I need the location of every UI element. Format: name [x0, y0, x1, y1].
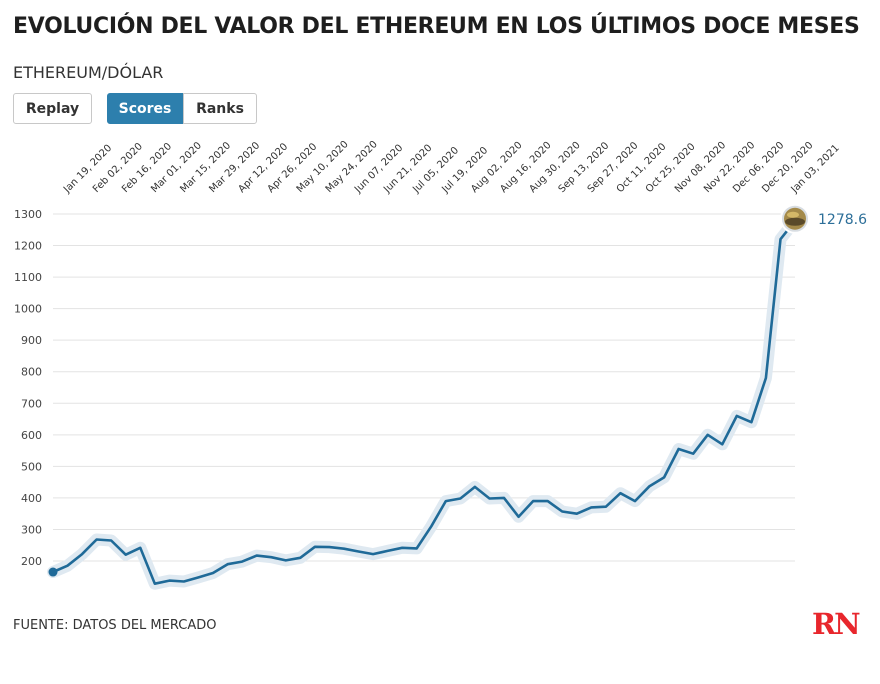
x-tick-label: May 24, 2020: [324, 139, 380, 195]
y-tick-label: 500: [21, 460, 42, 473]
x-tick-label: Sep 27, 2020: [586, 140, 641, 195]
y-tick-label: 400: [21, 492, 42, 505]
svg-text:RN: RN: [812, 608, 860, 638]
x-tick-label: Nov 22, 2020: [702, 140, 757, 195]
x-tick-label: Sep 13, 2020: [557, 140, 612, 195]
y-tick-label: 300: [21, 523, 42, 536]
x-tick-label: Mar 29, 2020: [207, 140, 262, 195]
y-tick-label: 1100: [14, 271, 42, 284]
y-tick-label: 600: [21, 429, 42, 442]
y-tick-label: 1200: [14, 240, 42, 253]
y-tick-label: 200: [21, 555, 42, 568]
chart-subtitle: ETHEREUM/DÓLAR: [13, 63, 164, 82]
scores-button[interactable]: Scores: [107, 93, 183, 124]
x-tick-label: Mar 01, 2020: [149, 140, 204, 195]
grid-lines: [53, 213, 795, 562]
x-tick-label: Aug 02, 2020: [469, 140, 524, 195]
rn-logo: RN: [812, 608, 862, 638]
x-tick-label: May 10, 2020: [295, 139, 351, 195]
y-tick-label: 1300: [14, 208, 42, 221]
x-tick-label: Aug 30, 2020: [527, 140, 582, 195]
x-tick-label: Mar 15, 2020: [178, 140, 233, 195]
x-tick-label: Jan 19, 2020: [61, 143, 114, 196]
start-point: [48, 567, 58, 577]
y-tick-label: 700: [21, 397, 42, 410]
y-tick-label: 900: [21, 334, 42, 347]
series-line: [51, 219, 797, 585]
ethereum-coin-icon: [780, 203, 810, 234]
y-axis-ticks: 200 300 400 500 600 700 800 900 1000 1100 1200 1300: [14, 208, 42, 568]
x-tick-label: Dec 20, 2020: [760, 140, 815, 195]
ranks-button[interactable]: Ranks: [183, 93, 257, 124]
x-tick-label: Aug 16, 2020: [498, 140, 553, 195]
replay-button[interactable]: Replay: [13, 93, 92, 124]
source-note: FUENTE: DATOS DEL MERCADO: [13, 618, 217, 633]
y-tick-label: 1000: [14, 303, 42, 316]
series-layer: 1278.6: [47, 203, 867, 590]
x-tick-label: Nov 08, 2020: [673, 140, 728, 195]
chart-title: EVOLUCIÓN DEL VALOR DEL ETHEREUM EN LOS …: [13, 14, 860, 39]
end-value-label: 1278.6: [818, 212, 867, 228]
y-tick-label: 800: [21, 366, 42, 379]
x-tick-label: Dec 06, 2020: [731, 140, 786, 195]
